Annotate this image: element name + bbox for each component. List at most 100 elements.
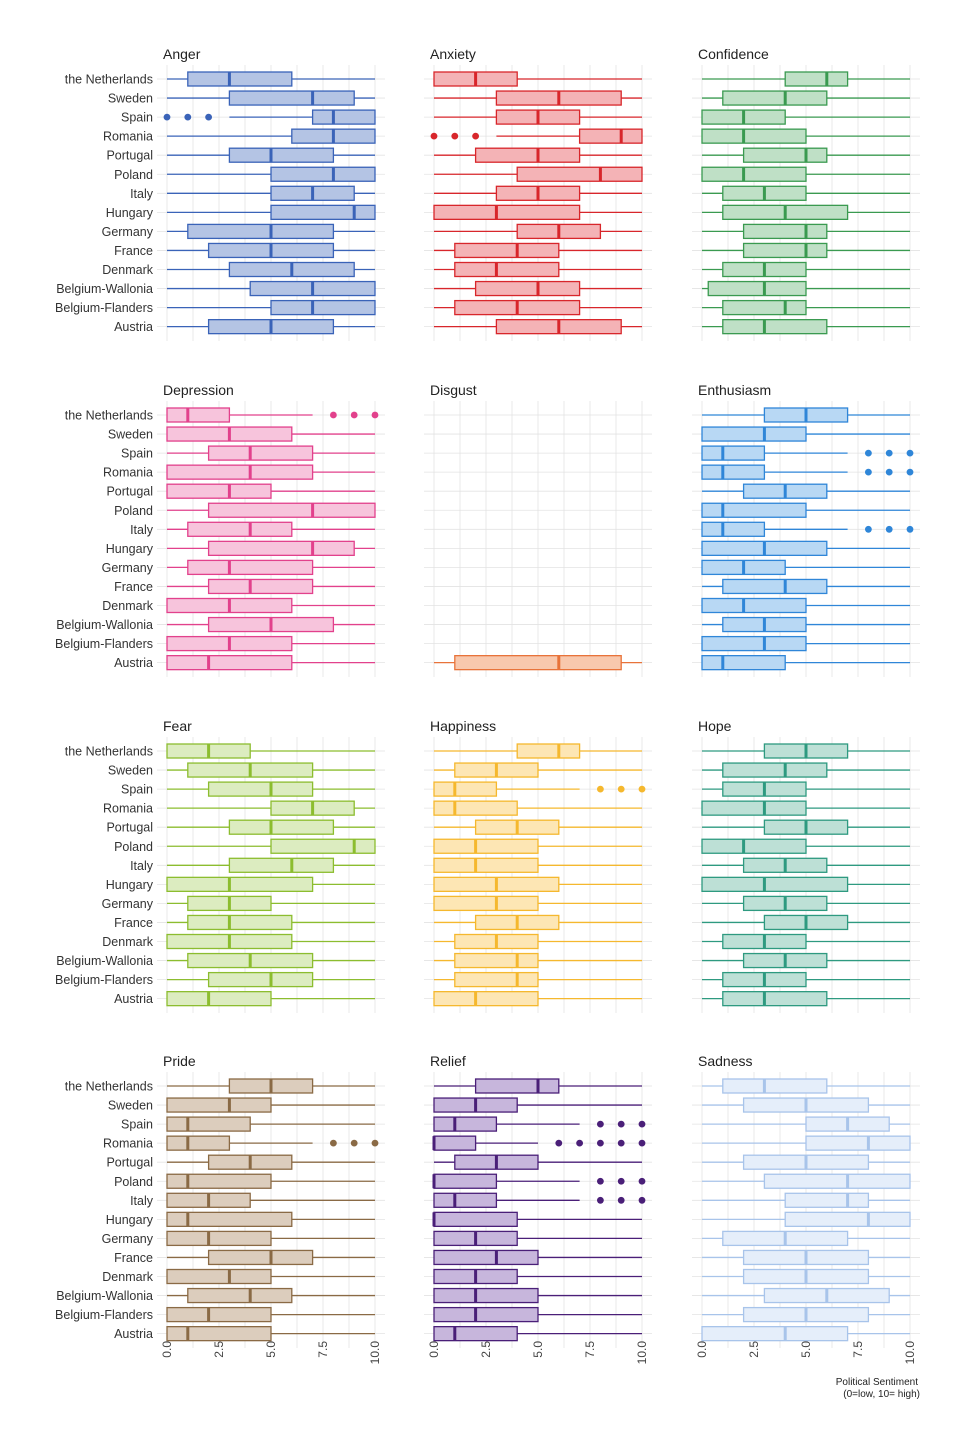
country-label-austria: Austria bbox=[114, 1327, 153, 1341]
relief-box-italy bbox=[433, 1192, 498, 1208]
sadness-box-romania bbox=[805, 1135, 911, 1151]
country-label-the-netherlands: the Netherlands bbox=[65, 1080, 153, 1094]
country-label-france: France bbox=[114, 580, 153, 594]
country-label-portugal: Portugal bbox=[106, 821, 153, 835]
anger-box-spain bbox=[311, 109, 376, 125]
sadness-panel-title: Sadness bbox=[698, 1053, 752, 1069]
country-label-sweden: Sweden bbox=[108, 764, 153, 778]
enthusiasm-outlier-italy bbox=[885, 525, 893, 533]
enthusiasm-outlier-italy bbox=[865, 525, 872, 533]
anger-box-portugal bbox=[228, 147, 335, 163]
confidence-box-belgium-wallonia bbox=[707, 280, 807, 297]
confidence-box-germany bbox=[742, 223, 828, 240]
pride-box-france bbox=[207, 1249, 314, 1266]
enthusiasm-outlier-spain bbox=[865, 449, 872, 457]
pride-x-tick-label: 0.0 bbox=[160, 1341, 174, 1358]
disgust-panel-title: Disgust bbox=[430, 382, 477, 398]
country-label-germany: Germany bbox=[102, 561, 154, 575]
depression-box-austria bbox=[166, 655, 293, 671]
depression-box-hungary bbox=[207, 540, 355, 556]
happiness-box-germany bbox=[433, 895, 539, 912]
confidence-panel-title: Confidence bbox=[698, 46, 769, 62]
happiness-panel-title: Happiness bbox=[430, 718, 496, 734]
country-label-poland: Poland bbox=[114, 504, 153, 518]
happiness-box-belgium-wallonia bbox=[454, 952, 539, 969]
happiness-box-the-netherlands bbox=[516, 743, 581, 759]
pride-box-austria bbox=[166, 1326, 272, 1342]
relief-outlier-romania bbox=[555, 1139, 563, 1147]
enthusiasm-box-poland bbox=[701, 502, 807, 518]
relief-outlier-poland bbox=[638, 1177, 646, 1185]
confidence-box-austria bbox=[722, 318, 828, 335]
hope-box-romania bbox=[701, 800, 807, 816]
fear-box-france bbox=[187, 914, 293, 931]
country-label-denmark: Denmark bbox=[102, 263, 153, 277]
country-label-belgium-wallonia: Belgium-Wallonia bbox=[56, 618, 153, 632]
depression-box-romania bbox=[166, 464, 314, 480]
sadness-x-tick-label: 5.0 bbox=[799, 1341, 813, 1358]
happiness-box-romania bbox=[433, 800, 518, 816]
enthusiasm-box-spain bbox=[701, 445, 766, 461]
anxiety-outlier-romania bbox=[472, 132, 479, 140]
happiness-box-poland bbox=[433, 838, 539, 854]
anxiety-box-france bbox=[454, 242, 560, 259]
country-label-belgium-flanders: Belgium-Flanders bbox=[55, 973, 153, 987]
country-label-poland: Poland bbox=[114, 1175, 153, 1189]
country-label-germany: Germany bbox=[102, 1232, 154, 1246]
country-label-the-netherlands: the Netherlands bbox=[65, 73, 153, 87]
enthusiasm-outlier-italy bbox=[906, 525, 914, 533]
relief-box-poland bbox=[433, 1173, 498, 1189]
depression-box-the-netherlands bbox=[166, 407, 231, 423]
enthusiasm-outlier-romania bbox=[865, 468, 872, 476]
country-label-spain: Spain bbox=[121, 783, 153, 797]
anxiety-box-romania bbox=[578, 128, 643, 144]
hope-box-poland bbox=[701, 838, 807, 854]
anger-box-poland bbox=[270, 166, 376, 182]
sadness-x-tick-label: 7.5 bbox=[851, 1341, 865, 1358]
enthusiasm-box-france bbox=[722, 578, 828, 595]
country-label-hungary: Hungary bbox=[106, 542, 154, 556]
country-label-poland: Poland bbox=[114, 168, 153, 182]
pride-box-poland bbox=[166, 1173, 272, 1189]
pride-outlier-romania bbox=[350, 1139, 358, 1147]
relief-outlier-italy bbox=[638, 1196, 646, 1204]
depression-box-poland bbox=[207, 502, 376, 518]
relief-box-romania bbox=[433, 1135, 477, 1151]
hope-box-sweden bbox=[722, 762, 828, 778]
country-label-france: France bbox=[114, 1251, 153, 1265]
country-label-germany: Germany bbox=[102, 225, 154, 239]
country-label-spain: Spain bbox=[121, 447, 153, 461]
sadness-box-austria bbox=[701, 1326, 849, 1342]
fear-panel-title: Fear bbox=[163, 718, 192, 734]
fear-box-poland bbox=[270, 838, 376, 854]
sadness-box-the-netherlands bbox=[722, 1078, 828, 1094]
hope-panel-title: Hope bbox=[698, 718, 732, 734]
pride-box-denmark bbox=[166, 1268, 272, 1285]
relief-outlier-spain bbox=[638, 1120, 646, 1128]
anger-box-sweden bbox=[228, 90, 355, 106]
happiness-box-italy bbox=[433, 857, 539, 873]
anger-outlier-spain bbox=[205, 113, 213, 121]
anxiety-panel-title: Anxiety bbox=[430, 46, 476, 62]
relief-box-belgium-flanders bbox=[433, 1306, 539, 1323]
anxiety-box-denmark bbox=[454, 261, 560, 278]
relief-x-tick-label: 0.0 bbox=[427, 1341, 441, 1358]
country-label-italy: Italy bbox=[130, 859, 154, 873]
happiness-box-austria bbox=[433, 991, 539, 1007]
enthusiasm-box-romania bbox=[701, 464, 766, 480]
country-label-hungary: Hungary bbox=[106, 1213, 154, 1227]
fear-box-belgium-flanders bbox=[207, 971, 314, 988]
sadness-box-poland bbox=[763, 1173, 911, 1189]
anger-outlier-spain bbox=[184, 113, 192, 121]
country-label-hungary: Hungary bbox=[106, 878, 154, 892]
happiness-box-spain bbox=[433, 781, 498, 797]
depression-outlier-the-netherlands bbox=[330, 411, 337, 419]
country-label-austria: Austria bbox=[114, 320, 153, 334]
country-label-romania: Romania bbox=[103, 1137, 153, 1151]
country-label-belgium-flanders: Belgium-Flanders bbox=[55, 301, 153, 315]
anger-outlier-spain bbox=[163, 113, 171, 121]
country-label-romania: Romania bbox=[103, 802, 153, 816]
enthusiasm-box-belgium-flanders bbox=[701, 635, 807, 652]
relief-outlier-romania bbox=[617, 1139, 625, 1147]
